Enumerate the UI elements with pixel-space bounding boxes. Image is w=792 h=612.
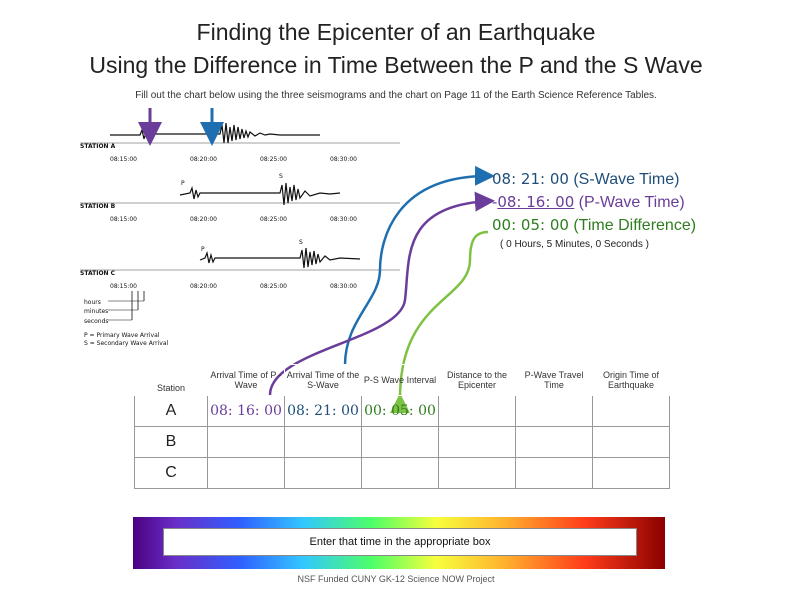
cell-distance[interactable] (438, 395, 516, 427)
station-c-time-2: 08:25:00 (260, 283, 287, 290)
station-b-time-1: 08:20:00 (190, 216, 217, 223)
header-origin-time: Origin Time of Earthquake (592, 364, 670, 396)
cell-station: A (134, 395, 208, 427)
title-line-1: Finding the Epicenter of an Earthquake (196, 19, 596, 45)
instructions: Fill out the chart below using the three… (135, 90, 657, 101)
seismogram-image: STATION A 08:15:00 08:20:00 08:25:00 08:… (80, 122, 400, 347)
epicenter-table: Station Arrival Time of P -Wave Arrival … (134, 364, 670, 489)
station-b-time-3: 08:30:00 (330, 216, 357, 223)
station-a-time-1: 08:20:00 (190, 156, 217, 163)
cell-s-arrival[interactable] (284, 426, 362, 458)
time-difference-line: 00: 05: 00 (Time Difference) (492, 214, 696, 237)
difference-connector (389, 230, 489, 414)
cell-origin-time[interactable] (592, 395, 670, 427)
cell-s-arrival[interactable]: 08: 21: 00 (284, 395, 362, 427)
station-b-label: STATION B (80, 203, 116, 210)
cell-travel-time[interactable] (515, 426, 593, 458)
station-b-time-2: 08:25:00 (260, 216, 287, 223)
station-c-time-3: 08:30:00 (330, 283, 357, 290)
legend-hours: hours (84, 299, 101, 306)
legend-s: S = Secondary Wave Arrival (84, 340, 169, 347)
header-travel-time: P-Wave Travel Time (515, 364, 593, 396)
station-a-time-3: 08:30:00 (330, 156, 357, 163)
station-c-label: STATION C (80, 270, 116, 277)
cell-distance[interactable] (438, 457, 516, 489)
p-wave-time-line: -08: 16: 00 (P-Wave Time) (492, 191, 685, 214)
station-c-s: S (299, 239, 303, 246)
header-station: Station (134, 364, 208, 396)
station-b-s: S (279, 173, 283, 180)
minus-sign: - (492, 194, 498, 211)
table-row: A 08: 16: 00 08: 21: 00 00: 05: 00 (134, 395, 670, 427)
cell-distance[interactable] (438, 426, 516, 458)
legend-seconds: seconds (84, 318, 109, 325)
time-breakdown-note: ( 0 Hours, 5 Minutes, 0 Seconds ) (500, 239, 649, 250)
station-c-p: P (201, 246, 205, 253)
time-difference-value: 00: 05: 00 (492, 216, 569, 234)
p-wave-time-label: (P-Wave Time) (574, 194, 685, 211)
header-ps-interval: P-S Wave Interval (361, 364, 439, 396)
cell-travel-time[interactable] (515, 457, 593, 489)
p-wave-time-value: 08: 16: 00 (497, 193, 575, 211)
s-wave-time-label: (S-Wave Time) (568, 171, 680, 188)
cell-station: C (134, 457, 208, 489)
cell-interval[interactable] (361, 426, 439, 458)
legend-minutes: minutes (84, 308, 108, 315)
station-c-time-1: 08:20:00 (190, 283, 217, 290)
station-b-p: P (181, 180, 185, 187)
title-line-2: Using the Difference in Time Between the… (89, 52, 703, 78)
station-b-trace (179, 182, 341, 206)
cell-interval[interactable]: 00: 05: 00 (361, 395, 439, 427)
table-header-row: Station Arrival Time of P -Wave Arrival … (134, 364, 670, 396)
legend-p: P = Primary Wave Arrival (84, 332, 160, 339)
header-s-arrival: Arrival Time of the S-Wave (284, 364, 362, 396)
p-wave-connector (268, 191, 495, 396)
station-b-time-0: 08:15:00 (110, 216, 137, 223)
header-distance: Distance to the Epicenter (438, 364, 516, 396)
cell-s-arrival[interactable] (284, 457, 362, 489)
cell-p-arrival[interactable]: 08: 16: 00 (207, 395, 285, 427)
s-wave-time-line: 08: 21: 00 (S-Wave Time) (492, 168, 679, 191)
cell-interval[interactable] (361, 457, 439, 489)
station-a-time-0: 08:15:00 (110, 156, 137, 163)
station-c-trace (199, 247, 361, 269)
s-wave-connector (343, 165, 495, 366)
cell-origin-time[interactable] (592, 457, 670, 489)
table-row: C (134, 457, 670, 489)
station-c-time-0: 08:15:00 (110, 283, 137, 290)
cell-origin-time[interactable] (592, 426, 670, 458)
banner-text: Enter that time in the appropriate box (163, 528, 637, 556)
cell-travel-time[interactable] (515, 395, 593, 427)
cell-p-arrival[interactable] (207, 426, 285, 458)
s-wave-time-value: 08: 21: 00 (492, 170, 569, 188)
time-difference-label: (Time Difference) (568, 217, 697, 234)
header-p-arrival: Arrival Time of P -Wave (207, 364, 285, 396)
cell-p-arrival[interactable] (207, 457, 285, 489)
cell-station: B (134, 426, 208, 458)
footer-credit: NSF Funded CUNY GK-12 Science NOW Projec… (297, 574, 495, 584)
station-a-time-2: 08:25:00 (260, 156, 287, 163)
station-a-label: STATION A (80, 143, 116, 150)
table-row: B (134, 426, 670, 458)
